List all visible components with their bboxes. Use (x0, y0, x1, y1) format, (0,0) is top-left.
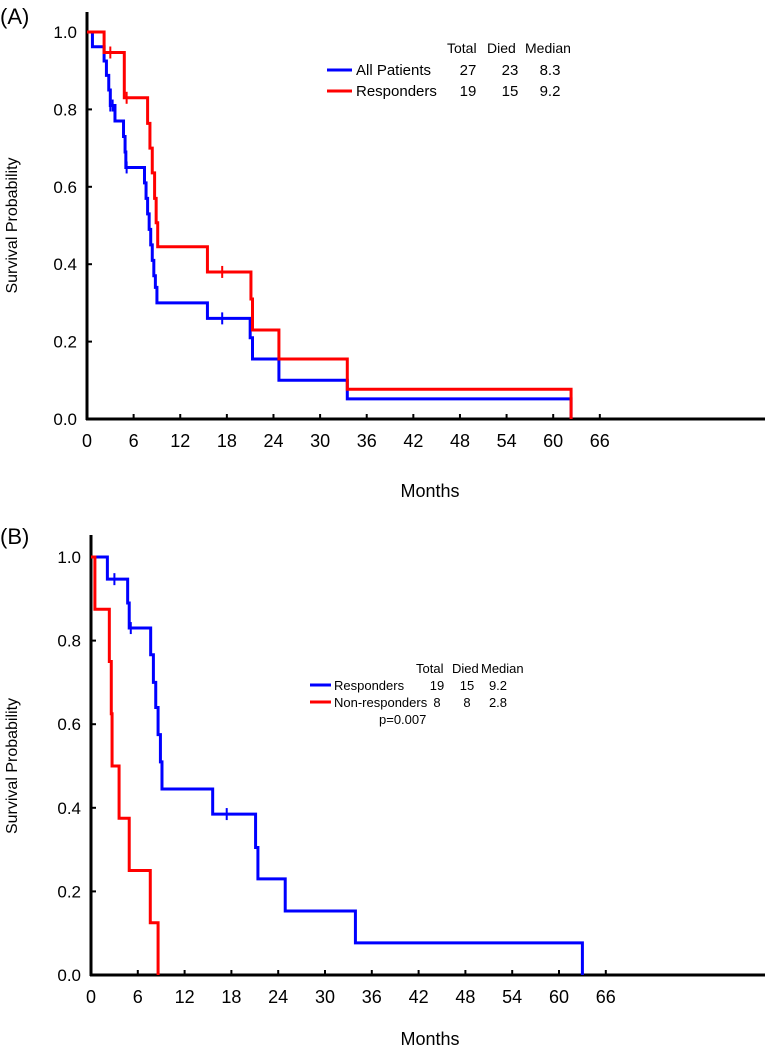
panel-a-legend-total: 27 (460, 62, 477, 79)
panel-b-legend-median: 2.8 (489, 695, 507, 710)
panel-b-y-tick-label: 1.0 (57, 548, 81, 567)
panel-a-x-tick-label: 66 (590, 431, 610, 451)
panel-b-y-tick-label: 0.2 (57, 882, 81, 901)
panel-b-y-tick-label: 0.8 (57, 632, 81, 651)
panel-a-x-tick-label: 60 (543, 431, 563, 451)
panel-a-y-tick-label: 0.4 (53, 255, 77, 274)
panel-b-x-axis-label: Months (400, 1029, 459, 1049)
panel-a-x-tick-label: 54 (497, 431, 517, 451)
panel-b-y-tick-label: 0.0 (57, 966, 81, 985)
panel-b-legend-total: 8 (433, 695, 440, 710)
panel-b-x-tick-label: 66 (596, 987, 616, 1007)
panel-b-y-tick-label: 0.4 (57, 799, 81, 818)
panel-a-x-tick-label: 30 (310, 431, 330, 451)
panel-b-legend-median: 9.2 (489, 678, 507, 693)
panel-a-y-tick-label: 0.6 (53, 178, 77, 197)
panel-b-legend-died: 15 (460, 678, 474, 693)
panel-a-x-axis-label: Months (400, 481, 459, 501)
panel-a-legend-died: 23 (502, 62, 519, 79)
panel-a-y-tick-label: 1.0 (53, 23, 77, 42)
panel-a-x-tick-label: 0 (82, 431, 92, 451)
panel-a-label: (A) (0, 4, 29, 29)
panel-b-x-tick-label: 60 (549, 987, 569, 1007)
panel-a-legend-name: All Patients (356, 62, 431, 79)
panel-b-legend-header-died: Died (452, 661, 479, 676)
panel-b-x-tick-label: 6 (133, 987, 143, 1007)
panel-a-x-tick-label: 18 (217, 431, 237, 451)
panel-a-y-tick-label: 0.0 (53, 410, 77, 429)
panel-b-legend-died: 8 (463, 695, 470, 710)
panel-b-x-tick-label: 12 (175, 987, 195, 1007)
panel-a-legend-header-total: Total (447, 40, 477, 56)
panel-b-x-tick-label: 0 (86, 987, 96, 1007)
panel-a-legend-header-died: Died (487, 40, 516, 56)
panel-a-x-tick-label: 12 (170, 431, 190, 451)
panel-b-survival-curve-responders (91, 555, 584, 975)
panel-a-y-axis-label: Survival Probability (4, 157, 21, 293)
panel-a-x-tick-label: 42 (403, 431, 423, 451)
panel-b-x-tick-label: 18 (221, 987, 241, 1007)
panel-b-x-tick-label: 48 (455, 987, 475, 1007)
panel-b-legend-name: Responders (334, 678, 405, 693)
panel-b-x-tick-label: 30 (315, 987, 335, 1007)
panel-a-x-tick-label: 6 (129, 431, 139, 451)
panel-a-legend-total: 19 (460, 83, 477, 100)
panel-a-y-tick-label: 0.2 (53, 333, 77, 352)
panel-b-y-axis-label: Survival Probability (4, 698, 21, 834)
panel-a-x-tick-label: 24 (263, 431, 283, 451)
panel-a-x-tick-label: 36 (357, 431, 377, 451)
panel-b-x-tick-label: 36 (362, 987, 382, 1007)
panel-b-legend-total: 19 (430, 678, 444, 693)
panel-a-legend-header-median: Median (525, 40, 571, 56)
panel-b-x-tick-label: 42 (409, 987, 429, 1007)
panel-b-legend-header-median: Median (481, 661, 524, 676)
panel-b-x-tick-label: 24 (268, 987, 288, 1007)
panel-a-legend-name: Responders (356, 83, 437, 100)
panel-b-p-value: p=0.007 (379, 712, 426, 727)
panel-b-x-tick-label: 54 (502, 987, 522, 1007)
panel-a-x-tick-label: 48 (450, 431, 470, 451)
panel-a-survival-curve-all-patients (87, 30, 573, 419)
panel-a-y-tick-label: 0.8 (53, 100, 77, 119)
panel-a-legend-median: 8.3 (540, 62, 561, 79)
panel-b-legend-name: Non-responders (334, 695, 428, 710)
panel-b-label: (B) (0, 524, 29, 549)
panel-b-y-tick-label: 0.6 (57, 715, 81, 734)
panel-a-survival-curve-responders (87, 30, 573, 419)
panel-b-survival-curve-non-responders (91, 555, 160, 975)
panel-a-legend-died: 15 (502, 83, 519, 100)
panel-a-legend-median: 9.2 (540, 83, 561, 100)
panel-b-legend-header-total: Total (416, 661, 444, 676)
